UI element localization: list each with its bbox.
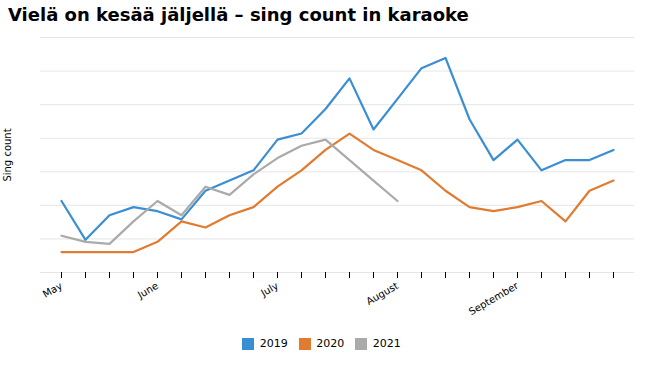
html-text:2021: 2021 <box>372 337 401 350</box>
html-text:2019: 2019 <box>259 337 288 350</box>
svg-text:September: September <box>467 280 521 318</box>
svg-text:August: August <box>364 280 400 307</box>
svg-text:Sing count: Sing count <box>2 128 13 181</box>
svg-text:May: May <box>41 280 64 300</box>
html-text:2020: 2020 <box>316 337 345 350</box>
html-text:Vielä on kesää jäljellä – sing: Vielä on kesää jäljellä – sing count in … <box>8 4 469 25</box>
svg-text:June: June <box>135 280 160 301</box>
svg-text:July: July <box>258 280 280 299</box>
